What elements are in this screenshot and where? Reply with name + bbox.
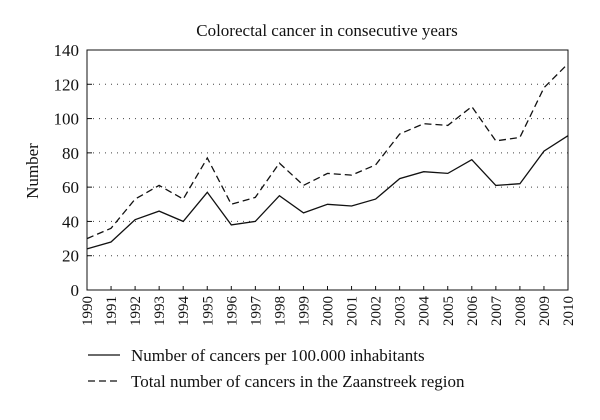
x-tick-label: 2002 bbox=[369, 296, 385, 326]
x-tick-label: 1991 bbox=[104, 296, 120, 326]
grid-lines bbox=[87, 83, 568, 257]
x-tick-label: 1990 bbox=[80, 296, 96, 326]
chart-title: Colorectal cancer in consecutive years bbox=[196, 21, 457, 40]
y-tick-label: 100 bbox=[54, 110, 80, 129]
x-tick-label: 1996 bbox=[224, 296, 240, 327]
y-axis-ticks: 0 20 40 60 80 100 120 140 bbox=[54, 41, 92, 300]
y-tick-label: 20 bbox=[62, 247, 79, 266]
x-tick-label: 1994 bbox=[176, 296, 192, 327]
series-lines bbox=[86, 63, 569, 250]
dashed-series-line bbox=[86, 63, 569, 240]
x-axis-ticks: 1990 1991 1992 1993 1994 1995 1996 1997 1998 1999… bbox=[80, 286, 577, 326]
x-tick-label: 2000 bbox=[321, 296, 337, 326]
legend-label: Number of cancers per 100.000 inhabitant… bbox=[131, 346, 425, 365]
x-tick-label: 2006 bbox=[465, 296, 481, 327]
y-axis-label: Number bbox=[23, 143, 42, 199]
y-tick-label: 40 bbox=[62, 212, 79, 231]
y-tick-label: 60 bbox=[62, 178, 79, 197]
x-tick-label: 1993 bbox=[152, 296, 168, 326]
x-tick-label: 2008 bbox=[513, 296, 529, 326]
x-tick-label: 1995 bbox=[200, 296, 216, 326]
x-tick-label: 1992 bbox=[128, 296, 144, 326]
legend: Number of cancers per 100.000 inhabitant… bbox=[88, 346, 465, 391]
y-tick-label: 80 bbox=[62, 144, 79, 163]
x-tick-label: 2004 bbox=[417, 296, 433, 327]
x-tick-label: 2003 bbox=[393, 296, 409, 326]
solid-series-line bbox=[86, 135, 569, 250]
x-tick-label: 2005 bbox=[441, 296, 457, 326]
legend-label: Total number of cancers in the Zaanstree… bbox=[131, 372, 465, 391]
x-tick-label: 2007 bbox=[489, 296, 505, 327]
y-tick-label: 120 bbox=[54, 75, 80, 94]
x-tick-label: 2010 bbox=[561, 296, 577, 326]
x-tick-label: 2001 bbox=[345, 296, 361, 326]
x-tick-label: 1998 bbox=[272, 296, 288, 326]
x-tick-label: 1997 bbox=[248, 296, 264, 327]
plot-frame bbox=[86, 49, 569, 291]
y-tick-label: 0 bbox=[71, 281, 80, 300]
x-tick-label: 2009 bbox=[537, 296, 553, 326]
y-tick-label: 140 bbox=[54, 41, 80, 60]
x-tick-label: 1999 bbox=[296, 296, 312, 326]
